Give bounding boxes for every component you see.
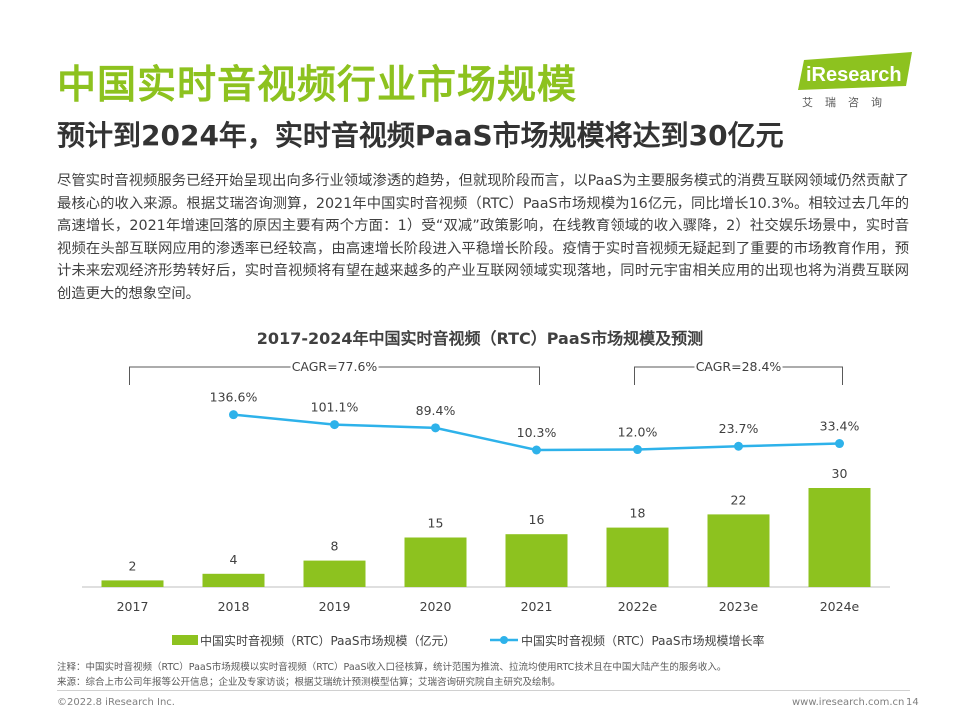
market-size-chart: 2 2017 4 2018 8 2019 15 2020 16 2021 18 2022e 22 2023… <box>82 359 890 648</box>
legend-line-label: 中国实时音视频（RTC）PaaS市场规模增长率 <box>521 633 765 648</box>
bar-2022e <box>606 527 669 587</box>
growth-point-2023e <box>734 441 743 451</box>
legend-bar-label: 中国实时音视频（RTC）PaaS市场规模（亿元） <box>200 633 456 648</box>
chart-source: 来源：综合上市公司年报等公开信息；企业及专家访谈；根据艾瑞统计预测模型估算；艾瑞… <box>57 677 561 688</box>
page-subtitle: 预计到2024年，实时音视频PaaS市场规模将达到30亿元 <box>57 119 784 152</box>
iresearch-logo: iResearch <box>798 52 912 90</box>
growth-point-2020 <box>431 423 440 433</box>
page-number: 14 <box>906 697 919 708</box>
growth-label-2021: 10.3% <box>517 425 557 440</box>
bar-value-label-2024e: 30 <box>832 466 848 481</box>
bar-2018 <box>202 573 265 587</box>
growth-label-2018: 136.6% <box>210 390 258 405</box>
footer-divider <box>57 690 910 691</box>
chart-note: 注释：中国实时音视频（RTC）PaaS市场规模以实时音视频（RTC）PaaS收入… <box>57 662 727 673</box>
copyright: ©2022.8 iResearch Inc. <box>57 697 175 708</box>
cagr-bracket-1 <box>129 366 540 385</box>
bar-2017 <box>101 580 164 587</box>
x-tick-label-2022e: 2022e <box>618 599 658 614</box>
bar-value-label-2019: 8 <box>331 539 339 554</box>
logo-tagline: 艾瑞咨询 <box>802 96 894 109</box>
growth-point-2022e <box>633 445 642 455</box>
x-tick-label-2023e: 2023e <box>719 599 759 614</box>
growth-point-2021 <box>532 445 541 455</box>
bar-2024e <box>808 488 871 587</box>
growth-point-2019 <box>330 420 339 430</box>
cagr-bracket-2 <box>634 366 843 385</box>
cagr-label-2: CAGR=28.4% <box>696 359 782 374</box>
bar-value-label-2021: 16 <box>529 512 545 527</box>
growth-label-2022e: 12.0% <box>618 425 658 440</box>
bar-value-label-2018: 4 <box>230 552 238 567</box>
x-tick-label-2018: 2018 <box>218 599 250 614</box>
bar-value-label-2022e: 18 <box>630 506 646 521</box>
bar-2020 <box>404 537 467 587</box>
x-tick-label-2020: 2020 <box>420 599 452 614</box>
bar-2019 <box>303 560 366 587</box>
chart-title: 2017-2024年中国实时音视频（RTC）PaaS市场规模及预测 <box>256 329 704 348</box>
bar-2021 <box>505 534 568 587</box>
x-tick-label-2024e: 2024e <box>820 599 860 614</box>
growth-point-2018 <box>229 410 238 420</box>
growth-label-2020: 89.4% <box>416 403 456 418</box>
legend-line-marker <box>500 636 508 644</box>
body-paragraph: 尽管实时音视频服务已经开始呈现出向多行业领域渗透的趋势，但就现阶段而言，以Paa… <box>57 173 909 302</box>
bar-value-label-2020: 15 <box>428 516 444 531</box>
x-tick-label-2019: 2019 <box>319 599 351 614</box>
growth-point-2024e <box>835 439 844 449</box>
page-title: 中国实时音视频行业市场规模 <box>57 63 578 108</box>
growth-label-2023e: 23.7% <box>719 421 759 436</box>
growth-label-2019: 101.1% <box>311 400 359 415</box>
growth-label-2024e: 33.4% <box>820 419 860 434</box>
cagr-label-1: CAGR=77.6% <box>292 359 378 374</box>
logo-text: iResearch <box>806 64 902 86</box>
website: www.iresearch.com.cn <box>792 697 905 708</box>
legend-bar-swatch <box>172 635 198 645</box>
bar-2023e <box>707 514 770 587</box>
x-tick-label-2017: 2017 <box>117 599 149 614</box>
x-tick-label-2021: 2021 <box>521 599 553 614</box>
bar-value-label-2017: 2 <box>129 558 137 573</box>
bar-value-label-2023e: 22 <box>731 492 747 507</box>
